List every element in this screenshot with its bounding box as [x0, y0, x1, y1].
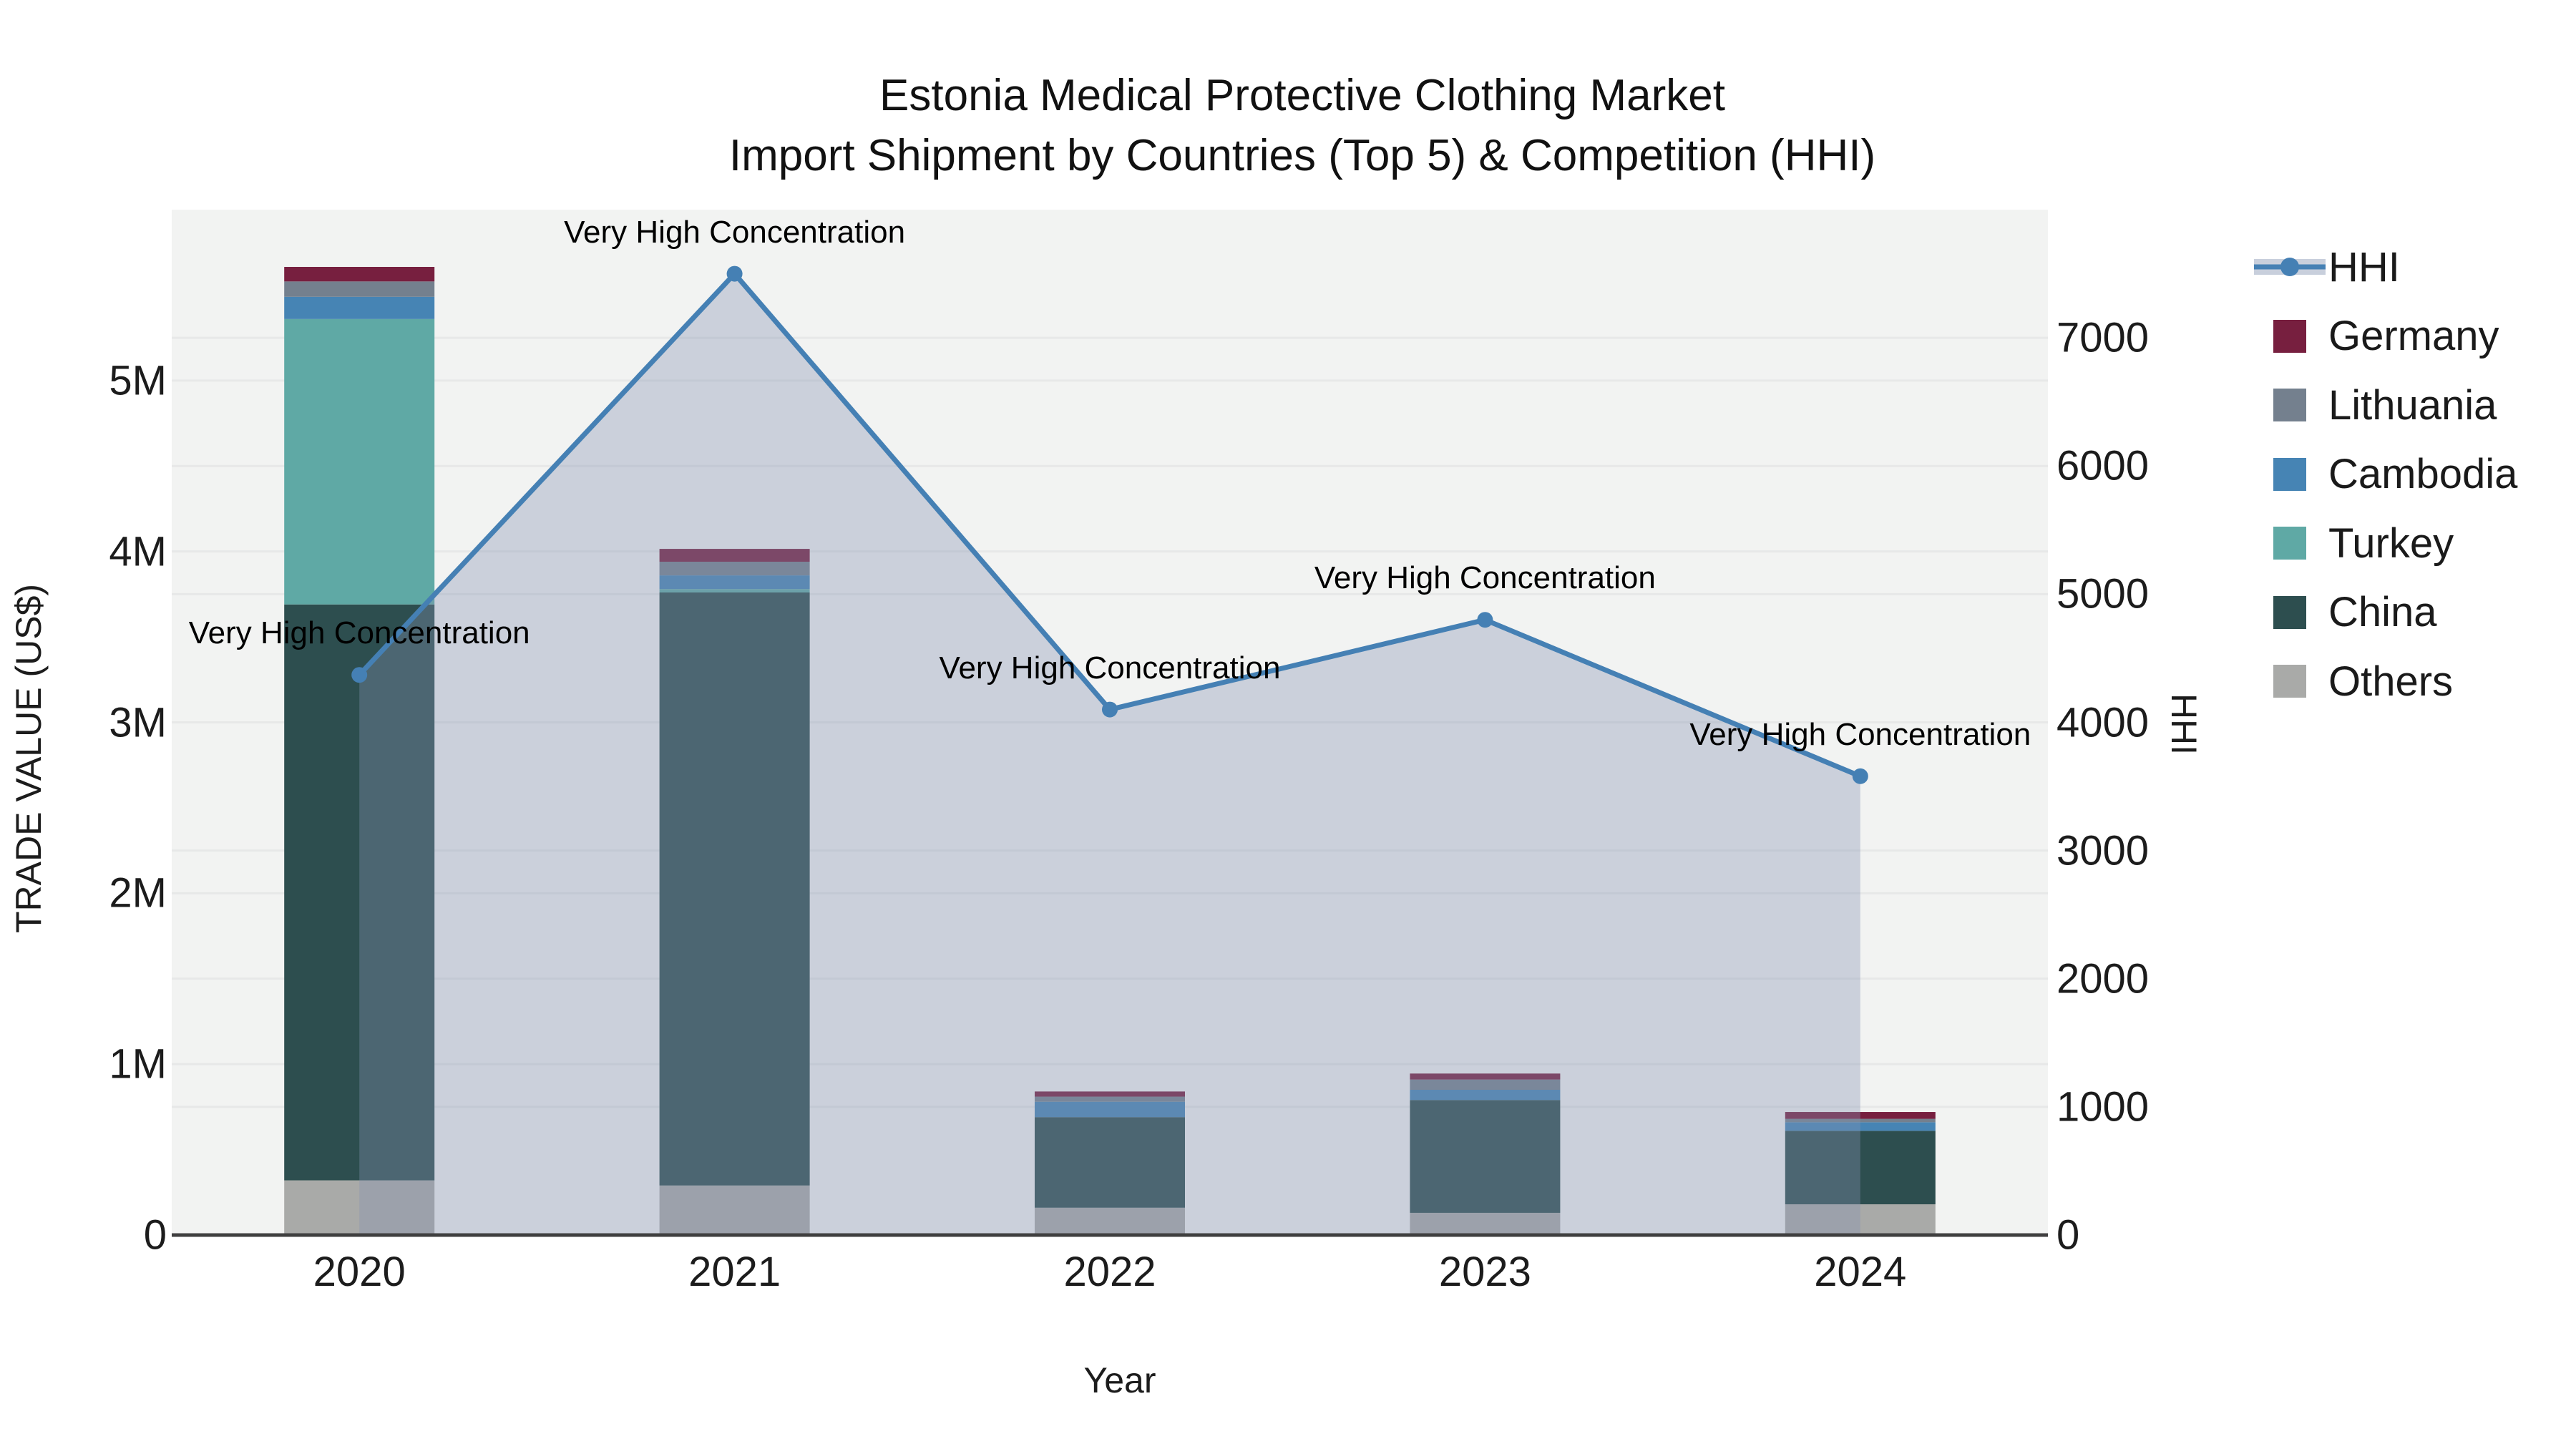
- legend-swatch-china: [2254, 595, 2326, 629]
- chart-title-line2: Import Shipment by Countries (Top 5) & C…: [728, 131, 1876, 180]
- hhi-marker-2021[interactable]: [726, 265, 743, 282]
- bar-segment-germany-2022[interactable]: [1035, 1091, 1185, 1097]
- x-axis-title: Year: [1083, 1360, 1156, 1400]
- swatch-color-icon: [2273, 319, 2306, 353]
- hhi-marker-2020[interactable]: [351, 667, 368, 683]
- y-left-tick-4M: 4M: [109, 528, 167, 575]
- bar-segment-lithuania-2023[interactable]: [1410, 1079, 1561, 1090]
- legend-label-germany: Germany: [2328, 313, 2499, 359]
- bar-segment-china-2023[interactable]: [1410, 1100, 1561, 1213]
- bar-segment-germany-2024[interactable]: [1785, 1112, 1936, 1119]
- bar-segment-others-2024[interactable]: [1785, 1204, 1936, 1235]
- bar-segment-china-2022[interactable]: [1035, 1117, 1185, 1208]
- bar-segment-germany-2020[interactable]: [284, 267, 435, 282]
- y-right-tick-2000: 2000: [2057, 955, 2150, 1002]
- legend-label-others: Others: [2328, 658, 2454, 705]
- y-left-tick-0: 0: [143, 1211, 167, 1259]
- y-right-tick-0: 0: [2057, 1211, 2080, 1259]
- annotation-2023: Very High Concentration: [1314, 560, 1656, 596]
- x-tick-2020: 2020: [313, 1249, 406, 1295]
- bar-segment-lithuania-2024[interactable]: [1785, 1118, 1936, 1123]
- bar-segment-lithuania-2022[interactable]: [1035, 1096, 1185, 1102]
- hhi-area: [359, 273, 1860, 1235]
- legend-line-sample-icon: [2254, 253, 2326, 281]
- hhi-marker-2022[interactable]: [1102, 701, 1118, 718]
- swatch-color-icon: [2273, 665, 2306, 698]
- swatch-color-icon: [2273, 527, 2306, 560]
- hhi-marker-2024[interactable]: [1852, 768, 1868, 784]
- bar-segment-turkey-2021[interactable]: [659, 589, 810, 592]
- chart-title-line1: Estonia Medical Protective Clothing Mark…: [879, 71, 1725, 120]
- legend-label-hhi: HHI: [2328, 243, 2400, 291]
- bar-segment-germany-2023[interactable]: [1410, 1073, 1561, 1080]
- bar-segment-china-2024[interactable]: [1785, 1131, 1936, 1205]
- legend-item-germany[interactable]: Germany: [2254, 302, 2499, 371]
- bar-segment-cambodia-2021[interactable]: [659, 575, 810, 590]
- legend-item-china[interactable]: China: [2254, 578, 2437, 647]
- annotation-2021: Very High Concentration: [564, 214, 906, 250]
- x-tick-2024: 2024: [1814, 1249, 1907, 1295]
- bar-segment-germany-2021[interactable]: [659, 549, 810, 562]
- legend-swatch-germany: [2254, 319, 2326, 353]
- bar-segment-cambodia-2023[interactable]: [1410, 1089, 1561, 1101]
- bar-segment-others-2022[interactable]: [1035, 1207, 1185, 1235]
- legend-swatch-turkey: [2254, 527, 2326, 560]
- y-right-tick-6000: 6000: [2057, 442, 2150, 489]
- bar-segment-lithuania-2021[interactable]: [659, 561, 810, 576]
- annotation-2024: Very High Concentration: [1689, 716, 2031, 752]
- legend-label-cambodia: Cambodia: [2328, 451, 2518, 497]
- swatch-color-icon: [2273, 389, 2306, 421]
- bar-segment-others-2020[interactable]: [284, 1180, 435, 1235]
- bar-segment-others-2021[interactable]: [659, 1185, 810, 1235]
- bar-segment-lithuania-2020[interactable]: [284, 281, 435, 297]
- legend-item-turkey[interactable]: Turkey: [2254, 509, 2454, 577]
- x-tick-2021: 2021: [688, 1249, 781, 1295]
- annotation-2020: Very High Concentration: [188, 615, 530, 651]
- y-left-tick-1M: 1M: [109, 1040, 167, 1088]
- legend-label-lithuania: Lithuania: [2328, 381, 2497, 429]
- legend-label-turkey: Turkey: [2328, 519, 2454, 567]
- bar-segment-others-2023[interactable]: [1410, 1212, 1561, 1235]
- annotation-2022: Very High Concentration: [939, 650, 1281, 686]
- legend-label-china: China: [2328, 589, 2437, 635]
- bar-segment-cambodia-2022[interactable]: [1035, 1101, 1185, 1118]
- y-axis-right-title: HHI: [2164, 693, 2204, 756]
- legend-swatch-cambodia: [2254, 457, 2326, 491]
- swatch-color-icon: [2273, 457, 2306, 491]
- y-right-tick-7000: 7000: [2057, 314, 2150, 361]
- y-right-tick-4000: 4000: [2057, 699, 2150, 746]
- hhi-marker-2023[interactable]: [1477, 612, 1493, 628]
- bar-segment-cambodia-2020[interactable]: [284, 296, 435, 319]
- bar-segment-china-2021[interactable]: [659, 592, 810, 1186]
- y-right-tick-5000: 5000: [2057, 570, 2150, 618]
- bar-segment-cambodia-2024[interactable]: [1785, 1122, 1936, 1131]
- x-tick-2023: 2023: [1438, 1249, 1531, 1295]
- bar-segment-turkey-2020[interactable]: [284, 318, 435, 605]
- y-left-tick-3M: 3M: [109, 699, 167, 746]
- y-axis-left-title: TRADE VALUE (US$): [9, 583, 49, 934]
- y-right-tick-1000: 1000: [2057, 1083, 2150, 1131]
- legend-swatch-others: [2254, 665, 2326, 698]
- legend-item-lithuania[interactable]: Lithuania: [2254, 371, 2497, 439]
- bar-segment-china-2020[interactable]: [284, 604, 435, 1181]
- y-right-tick-3000: 3000: [2057, 827, 2150, 874]
- chart-title: Estonia Medical Protective Clothing Mark…: [729, 66, 1875, 186]
- y-left-tick-2M: 2M: [109, 869, 167, 917]
- legend-item-cambodia[interactable]: Cambodia: [2254, 440, 2517, 509]
- x-tick-2022: 2022: [1063, 1249, 1156, 1295]
- legend-swatch-lithuania: [2254, 389, 2326, 421]
- legend-item-hhi[interactable]: HHI: [2254, 233, 2400, 301]
- swatch-color-icon: [2273, 595, 2306, 629]
- y-left-tick-5M: 5M: [109, 357, 167, 404]
- legend-item-others[interactable]: Others: [2254, 647, 2453, 716]
